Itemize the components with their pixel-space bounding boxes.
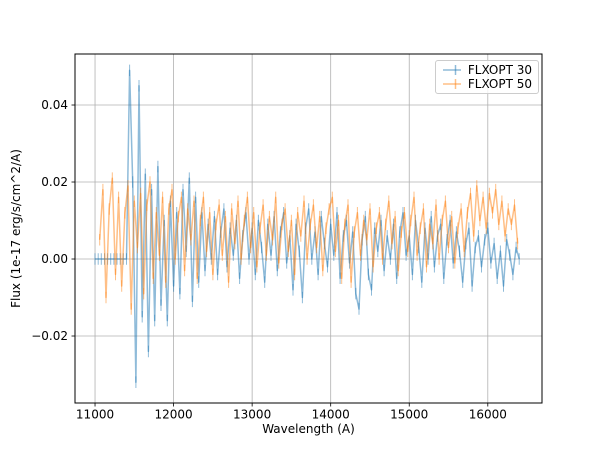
x-tick-label: 16000 [469,408,507,422]
y-tick-label: −0.02 [31,329,68,343]
series-line-flxopt-50 [98,177,519,310]
legend: FLXOPT 30 FLXOPT 50 [435,60,539,94]
legend-entry-flxopt-30: FLXOPT 30 [442,63,532,77]
legend-entry-flxopt-50: FLXOPT 50 [442,77,532,91]
y-tick-label: 0.00 [41,252,68,266]
series-line-flxopt-30 [95,69,520,383]
x-axis-label: Wavelength (A) [262,422,355,436]
errorbar-key-icon [443,79,461,89]
x-tick-label: 13000 [233,408,271,422]
y-tick-label: 0.04 [41,98,68,112]
y-axis-label: Flux (1e-17 erg/s/cm^2/A) [9,149,23,308]
axes-frame [74,53,543,404]
legend-label: FLXOPT 50 [467,77,532,91]
y-tick-label: 0.02 [41,175,68,189]
x-tick-label: 12000 [154,408,192,422]
errorbar-key-icon [443,65,461,75]
legend-label: FLXOPT 30 [467,63,532,77]
x-tick-label: 14000 [312,408,350,422]
x-tick-label: 11000 [76,408,114,422]
x-tick-label: 15000 [390,408,428,422]
